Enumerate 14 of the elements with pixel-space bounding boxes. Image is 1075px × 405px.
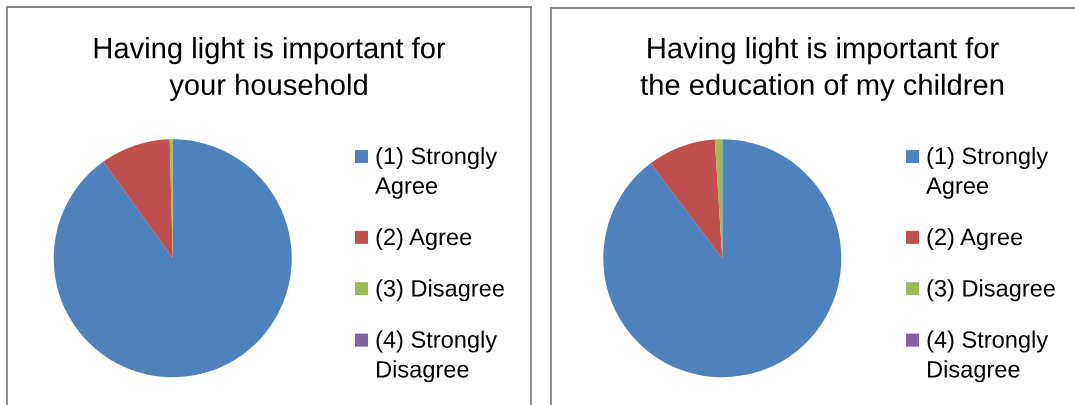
legend-label: (1) Strongly Agree: [375, 147, 498, 199]
pie-slice: [603, 139, 842, 378]
pie-slice: [103, 139, 173, 259]
legend-label: (4) Strongly Disagree: [927, 330, 1049, 383]
legend-label: (2) Agree: [376, 228, 472, 251]
chart-title: Having light is important for the education of my children: [640, 37, 1004, 101]
legend-label: (2) Agree: [927, 228, 1023, 251]
chart-title: Having light is important for your household: [94, 37, 446, 101]
pie-slice: [53, 139, 292, 378]
pie-slice: [650, 139, 723, 259]
legend-label: (1) Strongly Agree: [926, 147, 1049, 199]
legend-label: (3) Disagree: [376, 279, 504, 302]
legend-label: (3) Disagree: [927, 279, 1055, 302]
legend-label: (4) Strongly Disagree: [376, 330, 498, 383]
